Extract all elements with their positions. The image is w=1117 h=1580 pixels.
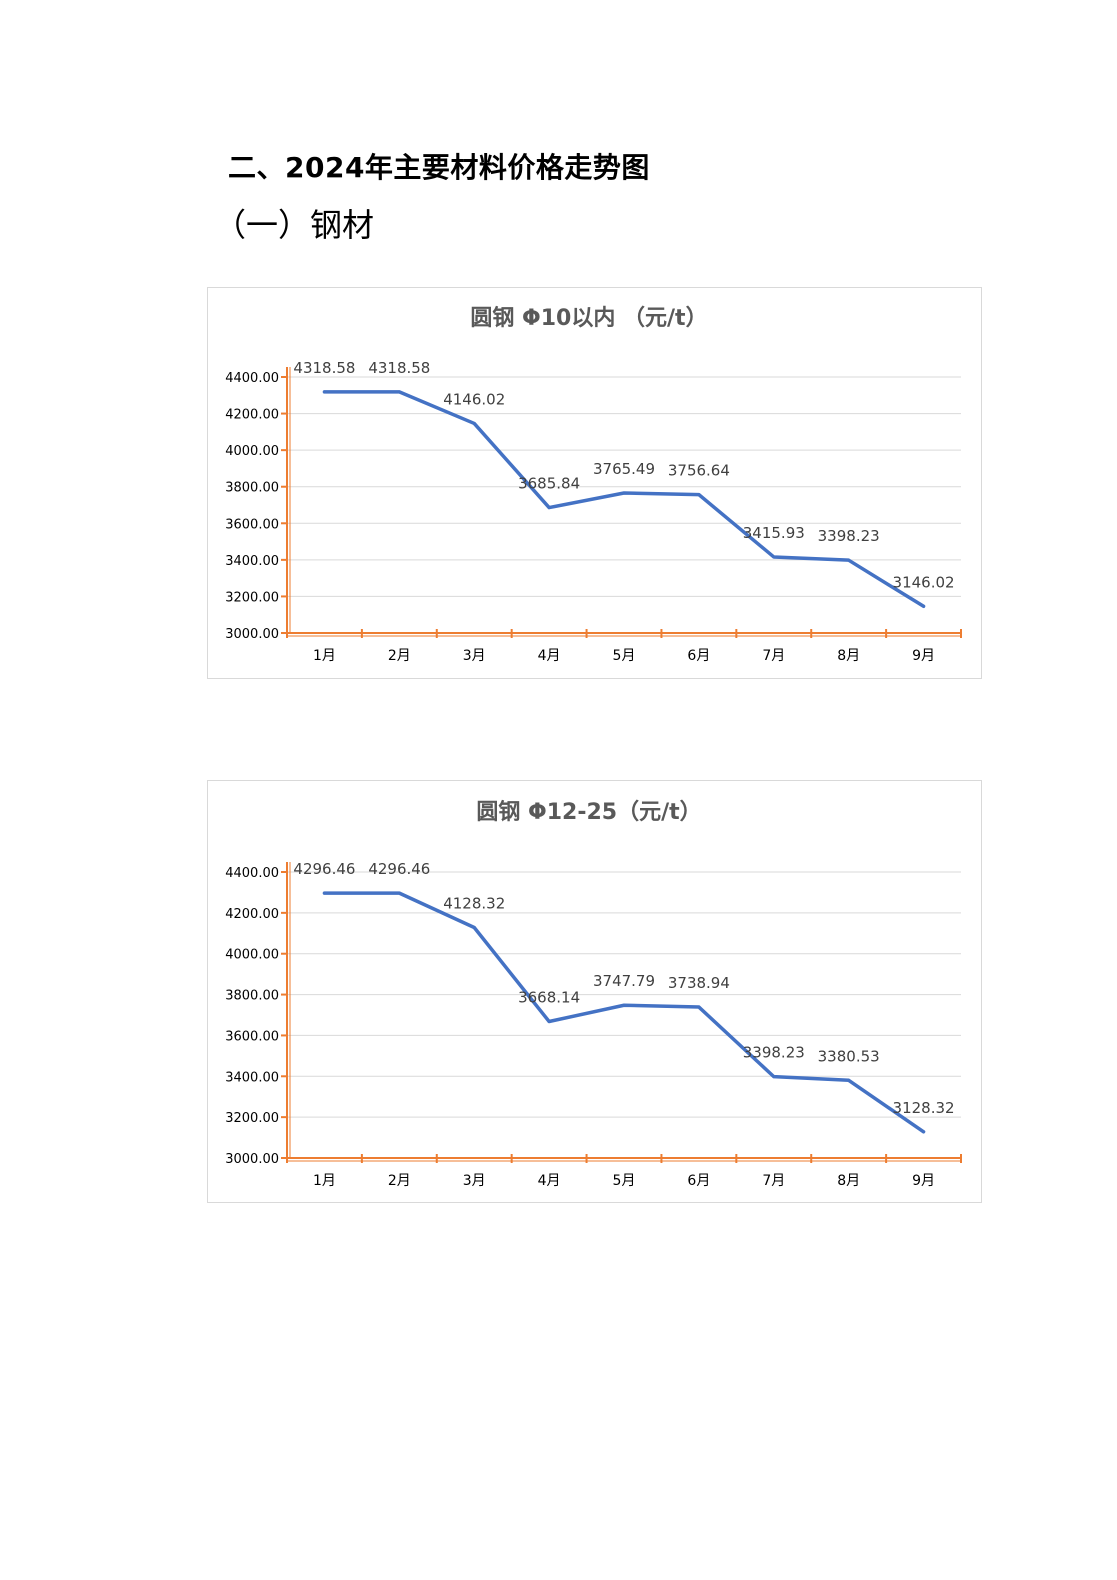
data-point bbox=[772, 1075, 776, 1079]
y-tick-label: 3400.00 bbox=[225, 1070, 279, 1085]
data-label: 4128.32 bbox=[443, 895, 505, 913]
data-label: 3756.64 bbox=[668, 462, 730, 480]
data-point bbox=[922, 604, 926, 608]
x-tick-label: 9月 bbox=[912, 1173, 935, 1189]
y-tick-label: 4000.00 bbox=[225, 948, 279, 963]
x-tick-label: 9月 bbox=[912, 648, 935, 664]
data-label: 3738.94 bbox=[668, 974, 730, 992]
x-tick-label: 4月 bbox=[538, 648, 561, 664]
chart-svg: 圆钢 Φ12-25（元/t） 3000.00 3200.00 3400.00 3600.… bbox=[225, 799, 962, 1189]
x-tick-label: 2月 bbox=[388, 648, 411, 664]
y-tick-label: 3600.00 bbox=[225, 1029, 279, 1044]
x-tick-label: 6月 bbox=[687, 648, 710, 664]
series-line bbox=[322, 891, 926, 1134]
x-tick-label: 5月 bbox=[613, 1173, 636, 1189]
data-label: 3398.23 bbox=[743, 1044, 805, 1062]
data-label: 4146.02 bbox=[443, 390, 505, 408]
y-tick-label: 4400.00 bbox=[225, 866, 279, 881]
data-point bbox=[697, 1005, 701, 1009]
x-tick-label: 5月 bbox=[613, 648, 636, 664]
y-tick-label: 4000.00 bbox=[225, 444, 279, 459]
x-tick-label: 1月 bbox=[313, 1173, 336, 1189]
y-tick-label: 4200.00 bbox=[225, 408, 279, 423]
data-point bbox=[772, 555, 776, 559]
data-label: 4318.58 bbox=[293, 359, 355, 377]
data-point bbox=[472, 926, 476, 930]
data-point bbox=[697, 493, 701, 497]
data-label: 4296.46 bbox=[368, 860, 430, 878]
x-tick-label: 1月 bbox=[313, 648, 336, 664]
data-label: 4318.58 bbox=[368, 359, 430, 377]
data-point bbox=[547, 1020, 551, 1024]
data-point bbox=[547, 506, 551, 510]
x-tick-label: 6月 bbox=[687, 1173, 710, 1189]
data-point bbox=[397, 891, 401, 895]
data-point bbox=[322, 891, 326, 895]
data-label: 4296.46 bbox=[293, 860, 355, 878]
data-point bbox=[922, 1130, 926, 1134]
chart-title: 圆钢 Φ12-25（元/t） bbox=[476, 799, 701, 825]
y-tick-label: 3200.00 bbox=[225, 1111, 279, 1126]
x-tick-label: 3月 bbox=[463, 1173, 486, 1189]
x-tick-label: 7月 bbox=[762, 1173, 785, 1189]
series-line bbox=[322, 390, 926, 609]
x-tick-label: 3月 bbox=[463, 648, 486, 664]
section-subheading: （一）钢材 bbox=[214, 206, 375, 244]
x-tick-label: 7月 bbox=[762, 648, 785, 664]
y-tick-label: 4200.00 bbox=[225, 907, 279, 922]
chart-title: 圆钢 Φ10以内 （元/t） bbox=[470, 305, 707, 331]
y-tick-label: 3200.00 bbox=[225, 590, 279, 605]
data-label: 3668.14 bbox=[518, 989, 580, 1007]
y-tick-label: 3600.00 bbox=[225, 517, 279, 532]
data-label: 3765.49 bbox=[593, 460, 655, 478]
y-tick-label: 3400.00 bbox=[225, 554, 279, 569]
data-label: 3685.84 bbox=[518, 475, 580, 493]
page-heading: 二、2024年主要材料价格走势图 bbox=[228, 151, 650, 184]
price-chart-round-steel-10: 圆钢 Φ10以内 （元/t） 3000.00 3200.00 3400.00 3600.… bbox=[207, 287, 982, 679]
y-tick-label: 4400.00 bbox=[225, 371, 279, 386]
x-tick-label: 4月 bbox=[538, 1173, 561, 1189]
chart-svg: 圆钢 Φ10以内 （元/t） 3000.00 3200.00 3400.00 3600.… bbox=[225, 305, 962, 664]
x-tick-label: 8月 bbox=[837, 648, 860, 664]
y-tick-label: 3000.00 bbox=[225, 1152, 279, 1167]
data-point bbox=[472, 421, 476, 425]
data-point bbox=[622, 1003, 626, 1007]
data-label: 3128.32 bbox=[893, 1099, 955, 1117]
price-chart-round-steel-12-25: 圆钢 Φ12-25（元/t） 3000.00 3200.00 3400.00 3600.… bbox=[207, 780, 982, 1203]
data-point bbox=[847, 558, 851, 562]
x-tick-label: 8月 bbox=[837, 1173, 860, 1189]
data-label: 3398.23 bbox=[818, 527, 880, 545]
data-point bbox=[397, 390, 401, 394]
data-label: 3380.53 bbox=[818, 1047, 880, 1065]
data-point bbox=[322, 390, 326, 394]
data-label: 3146.02 bbox=[893, 573, 955, 591]
x-tick-label: 2月 bbox=[388, 1173, 411, 1189]
data-label: 3415.93 bbox=[743, 524, 805, 542]
y-tick-label: 3800.00 bbox=[225, 481, 279, 496]
data-point bbox=[622, 491, 626, 495]
y-tick-label: 3800.00 bbox=[225, 989, 279, 1004]
data-label: 3747.79 bbox=[593, 972, 655, 990]
y-tick-label: 3000.00 bbox=[225, 627, 279, 642]
data-point bbox=[847, 1078, 851, 1082]
